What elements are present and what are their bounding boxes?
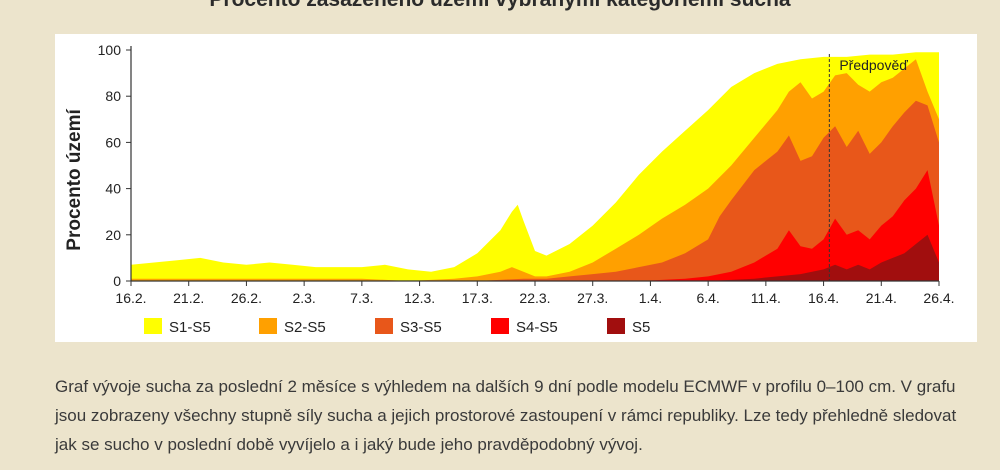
legend-label: S3-S5 bbox=[400, 319, 442, 336]
chart-title: Procento zasaženého území vybranými kate… bbox=[0, 0, 1000, 12]
x-tick-label: 11.4. bbox=[751, 290, 781, 306]
x-tick-label: 26.2. bbox=[231, 290, 262, 306]
x-tick-label: 16.4. bbox=[808, 290, 839, 306]
legend-label: S2-S5 bbox=[284, 319, 326, 336]
legend-swatch-s4-s5 bbox=[491, 318, 509, 334]
drought-area-chart: 0 20 40 60 80 100 16.2. 21.2. 26.2. 2.3. 7.3. 12.3… bbox=[64, 42, 955, 336]
legend-label: S1-S5 bbox=[169, 319, 211, 336]
legend-swatch-s5 bbox=[607, 318, 625, 334]
legend-label: S4-S5 bbox=[516, 319, 558, 336]
x-tick-label: 2.3. bbox=[292, 290, 315, 306]
x-tick-label: 6.4. bbox=[696, 290, 719, 306]
chart-card: 0 20 40 60 80 100 16.2. 21.2. 26.2. 2.3. 7.3. 12.3… bbox=[55, 34, 977, 342]
x-tick-label: 22.3. bbox=[519, 290, 550, 306]
area-series-s5 bbox=[131, 234, 939, 281]
y-tick-label: 0 bbox=[113, 273, 121, 289]
x-tick-label: 21.2. bbox=[173, 290, 204, 306]
x-tick-label: 26.4. bbox=[923, 290, 954, 306]
area-series-s3-s5 bbox=[131, 100, 939, 281]
legend-swatch-s3-s5 bbox=[375, 318, 393, 334]
y-tick-label: 20 bbox=[105, 227, 121, 243]
y-tick-label: 60 bbox=[105, 134, 121, 150]
x-tick-label: 21.4. bbox=[866, 290, 897, 306]
legend-swatch-s2-s5 bbox=[259, 318, 277, 334]
x-tick-label: 12.3. bbox=[404, 290, 435, 306]
y-tick-label: 100 bbox=[98, 42, 122, 58]
x-tick-label: 27.3. bbox=[577, 290, 608, 306]
x-tick-label: 1.4. bbox=[639, 290, 662, 306]
y-tick-label: 40 bbox=[105, 181, 121, 197]
forecast-label: Předpověď bbox=[839, 57, 908, 73]
x-tick-label: 16.2. bbox=[115, 290, 146, 306]
y-axis-label: Procento území bbox=[64, 109, 85, 251]
x-tick-label: 7.3. bbox=[350, 290, 373, 306]
chart-caption: Graf vývoje sucha za poslední 2 měsíce s… bbox=[55, 377, 957, 454]
legend-label: S5 bbox=[632, 319, 650, 336]
x-tick-label: 17.3. bbox=[462, 290, 493, 306]
y-tick-label: 80 bbox=[105, 88, 121, 104]
legend-swatch-s1-s5 bbox=[144, 318, 162, 334]
